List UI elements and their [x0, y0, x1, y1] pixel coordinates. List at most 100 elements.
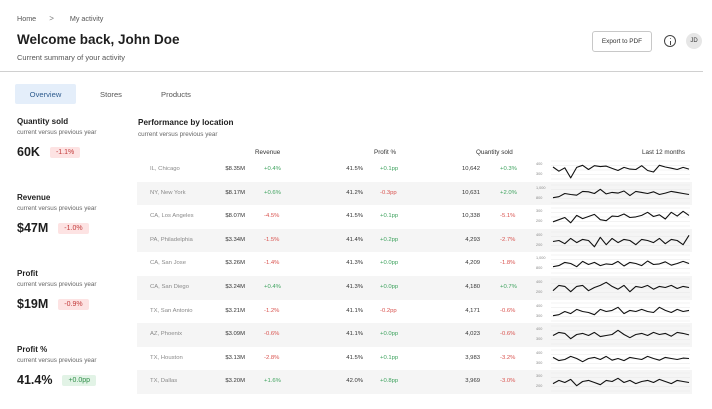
sparkline-chart: 300 200 [536, 373, 690, 392]
page-subtitle: Current summary of your activity [17, 53, 125, 62]
sparkline-tick-label: 1,000 [536, 186, 546, 190]
location-cell: TX, Houston [150, 354, 183, 361]
sparkline-line [552, 188, 690, 198]
sparkline-tick-label: 800 [536, 196, 542, 200]
breadcrumb-current: My activity [69, 13, 104, 23]
location-cell: CA, San Diego [150, 284, 189, 290]
quantity-cell: 3,969 [465, 378, 480, 385]
profit-pct-cell: 41.2% [346, 189, 363, 196]
location-cell: IL, Chicago [150, 166, 180, 172]
breadcrumb-home[interactable]: Home [17, 13, 37, 23]
revenue-cell: $3.09M [225, 331, 245, 338]
quantity-cell: 4,171 [465, 307, 480, 314]
table-row[interactable]: IL, Chicago $8.35M +0.4% 41.5% +0.1pp 10,642 +… [137, 158, 692, 182]
location-cell: TX, San Antonio [150, 307, 193, 314]
sparkline-chart: 400 300 [536, 349, 690, 369]
kpi-label: Revenue [17, 193, 51, 202]
quantity-cell: 10,642 [461, 166, 480, 172]
profit-pct-cell: 41.5% [346, 166, 363, 172]
sparkline-chart: 400 200 [536, 231, 690, 251]
table-row[interactable]: TX, San Antonio $3.21M -1.2% 41.1% -0.2pp 4,1… [137, 300, 692, 324]
sparkline-chart: 400 300 [536, 302, 690, 321]
profit-delta-cell: +0.1pp [380, 213, 399, 220]
column-header-quantity[interactable]: Quantity sold [476, 149, 513, 156]
sparkline-chart: 400 300 [536, 160, 690, 180]
revenue-delta-cell: -2.8% [264, 354, 280, 361]
kpi-revenue: Revenue current versus previous year $47… [17, 193, 127, 235]
performance-subtitle: current versus previous year [138, 131, 218, 138]
export-pdf-button[interactable]: Export to PDF [592, 31, 652, 52]
revenue-delta-cell: -1.5% [264, 236, 280, 243]
quantity-delta-cell: -3.0% [500, 378, 516, 385]
column-header-trend: Last 12 months [642, 149, 686, 156]
kpi-delta-badge: -1.0% [58, 222, 89, 234]
column-header-revenue[interactable]: Revenue [255, 149, 281, 156]
table-row[interactable]: CA, San Diego $3.24M +0.4% 41.3% +0.0pp 4,180… [137, 276, 692, 300]
profit-pct-cell: 41.5% [346, 213, 363, 220]
sparkline-tick-label: 400 [536, 327, 542, 331]
revenue-cell: $3.26M [225, 260, 245, 267]
table-row[interactable]: TX, Dallas $3.20M +1.6% 42.0% +0.8pp 3,969 -3.… [137, 370, 692, 394]
sparkline-line [552, 260, 690, 268]
column-header-profit-pct[interactable]: Profit % [374, 149, 397, 156]
revenue-cell: $8.07M [225, 213, 245, 220]
revenue-delta-cell: +0.6% [264, 189, 281, 196]
header-divider [0, 71, 703, 72]
kpi-sub: current versus previous year [17, 281, 97, 288]
sparkline-line [552, 378, 690, 387]
quantity-cell: 4,023 [465, 331, 480, 338]
quantity-delta-cell: +2.0% [500, 189, 517, 196]
sparkline-tick-label: 400 [536, 280, 542, 284]
sparkline-line [552, 164, 690, 179]
sparkline-tick-label: 400 [536, 304, 542, 308]
profit-delta-cell: +0.0pp [380, 284, 399, 290]
quantity-cell: 3,983 [465, 354, 480, 361]
location-cell: PA, Philadelphia [150, 236, 193, 243]
revenue-delta-cell: -1.4% [264, 260, 280, 267]
profit-pct-cell: 41.4% [346, 236, 363, 243]
kpi-delta-badge: -1.1% [49, 146, 81, 158]
profit-delta-cell: +0.2pp [380, 236, 399, 243]
profit-pct-cell: 41.1% [346, 331, 363, 338]
tab-overview[interactable]: Overview [15, 84, 76, 104]
sparkline-tick-label: 300 [536, 361, 542, 365]
quantity-delta-cell: -0.6% [500, 307, 516, 314]
kpi-value: 60K [17, 145, 40, 159]
profit-delta-cell: +0.0pp [380, 260, 399, 267]
avatar[interactable]: JD [686, 33, 702, 49]
table-row[interactable]: PA, Philadelphia $3.34M -1.5% 41.4% +0.2pp 4,… [137, 228, 692, 253]
info-icon[interactable] [664, 35, 676, 47]
revenue-delta-cell: +1.6% [264, 378, 281, 385]
table-row[interactable]: CA, San Jose $3.26M -1.4% 41.3% +0.0pp 4,209 -… [137, 252, 692, 276]
sparkline-tick-label: 200 [536, 219, 542, 223]
location-cell: CA, Los Angeles [150, 213, 194, 220]
table-row[interactable]: TX, Houston $3.13M -2.8% 41.5% +0.1pp 3,983 -3… [137, 347, 692, 371]
kpi-value: $47M [17, 221, 49, 235]
sparkline-tick-label: 400 [536, 233, 542, 237]
revenue-delta-cell: -4.5% [264, 213, 280, 220]
revenue-delta-cell: +0.4% [264, 166, 281, 172]
sparkline-tick-label: 800 [536, 266, 542, 270]
sparkline-line [552, 234, 690, 248]
profit-pct-cell: 41.3% [346, 260, 363, 267]
sparkline-line [552, 355, 690, 363]
quantity-cell: 10,631 [461, 189, 480, 196]
table-row[interactable]: NY, New York $8.17M +0.6% 41.2% -0.3pp 10,631… [137, 181, 692, 206]
sparkline-tick-label: 300 [536, 374, 542, 378]
sparkline-chart: 1,000 800 [536, 255, 690, 274]
tab-products[interactable]: Products [161, 89, 191, 99]
sparkline-chart: 400 200 [536, 278, 690, 298]
tab-stores[interactable]: Stores [100, 89, 122, 99]
profit-pct-cell: 41.5% [346, 354, 363, 361]
sparkline-line [552, 281, 690, 293]
quantity-delta-cell: -3.2% [500, 354, 516, 361]
revenue-cell: $3.24M [225, 284, 245, 290]
chevron-right-icon: > [49, 13, 54, 23]
table-row[interactable]: CA, Los Angeles $8.07M -4.5% 41.5% +0.1pp 10,… [137, 205, 692, 229]
sparkline-tick-label: 200 [536, 243, 542, 247]
quantity-cell: 10,338 [461, 213, 480, 220]
sparkline-tick-label: 400 [536, 351, 542, 355]
sparkline-tick-label: 400 [536, 162, 542, 166]
table-row[interactable]: AZ, Phoenix $3.09M -0.6% 41.1% +0.0pp 4,023 -0… [137, 323, 692, 347]
profit-delta-cell: +0.1pp [380, 166, 399, 172]
